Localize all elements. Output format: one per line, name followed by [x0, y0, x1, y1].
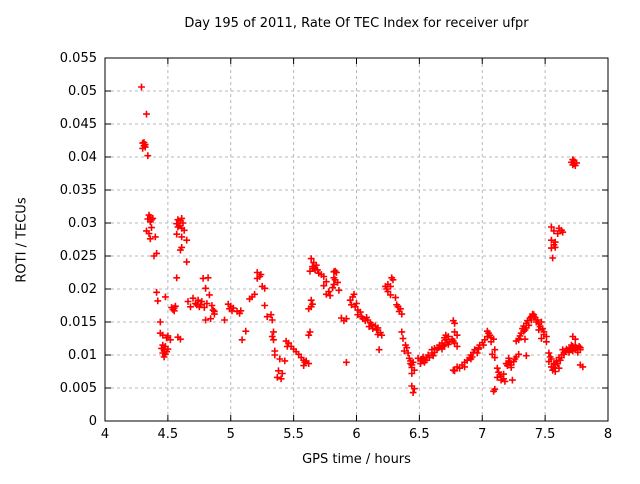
x-tick-label: 6 — [352, 427, 360, 442]
x-tick-label: 5.5 — [283, 427, 304, 442]
y-tick-label: 0 — [89, 414, 97, 429]
x-tick-label: 4.5 — [158, 427, 179, 442]
y-tick-label: 0.035 — [60, 183, 97, 198]
x-axis-title: GPS time / hours — [302, 452, 411, 467]
scatter-points — [138, 83, 587, 396]
y-tick-label: 0.04 — [68, 150, 97, 165]
x-tick-label: 7 — [478, 427, 486, 442]
x-tick-label: 6.5 — [409, 427, 430, 442]
x-tick-label: 8 — [604, 427, 612, 442]
x-tick-label: 5 — [227, 427, 235, 442]
chart-title: Day 195 of 2011, Rate Of TEC Index for r… — [184, 16, 529, 31]
y-tick-label: 0.045 — [60, 117, 97, 132]
y-tick-label: 0.025 — [60, 249, 97, 264]
y-tick-label: 0.055 — [60, 51, 97, 66]
y-tick-label: 0.03 — [68, 216, 97, 231]
y-tick-label: 0.01 — [68, 348, 97, 363]
y-tick-label: 0.05 — [68, 84, 97, 99]
y-tick-label: 0.015 — [60, 315, 97, 330]
x-tick-label: 4 — [101, 427, 109, 442]
x-tick-label: 7.5 — [535, 427, 556, 442]
y-tick-label: 0.02 — [68, 282, 97, 297]
y-axis-title: ROTI / TECUs — [14, 197, 30, 283]
y-tick-label: 0.005 — [60, 381, 97, 396]
